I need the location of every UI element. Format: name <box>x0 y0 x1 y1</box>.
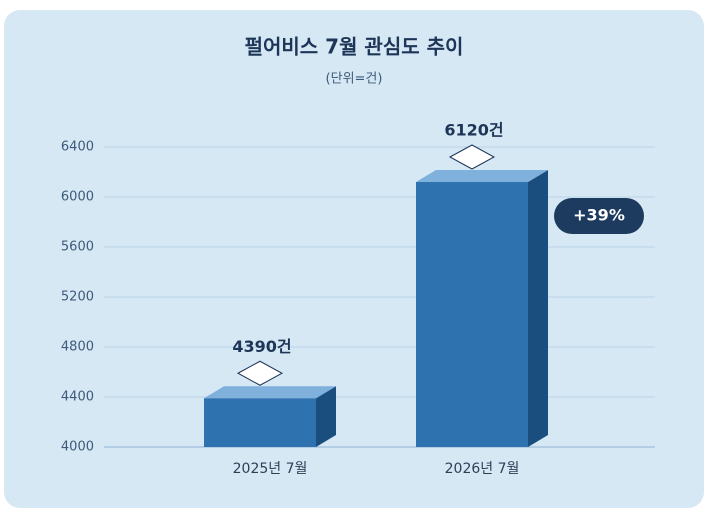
x-tick-label: 2025년 7월 <box>233 461 308 477</box>
y-tick-label: 4400 <box>61 390 94 405</box>
bar-side <box>316 386 336 447</box>
bar-side <box>528 170 548 447</box>
bar-top <box>416 170 548 182</box>
diamond-marker <box>448 144 496 170</box>
y-tick-label: 5200 <box>61 290 94 305</box>
value-label: 6120건 <box>444 121 503 140</box>
y-tick-label: 6400 <box>61 140 94 155</box>
annotation-pill <box>554 198 644 234</box>
bar-top <box>204 386 336 399</box>
bar <box>204 398 316 447</box>
y-tick-label: 4000 <box>61 440 94 455</box>
annotation: +39% <box>573 206 625 225</box>
diamond-marker <box>236 360 284 386</box>
x-tick-label: 2026년 7월 <box>445 461 520 477</box>
y-tick-label: 6000 <box>61 190 94 205</box>
chart-subtitle: (단위=건) <box>326 72 383 87</box>
y-tick-label: 5600 <box>61 240 94 255</box>
y-tick-label: 4800 <box>61 340 94 355</box>
chart-title: 펄어비스 7월 관심도 추이 <box>245 35 464 59</box>
bar <box>416 182 528 447</box>
value-label: 4390건 <box>232 337 291 356</box>
